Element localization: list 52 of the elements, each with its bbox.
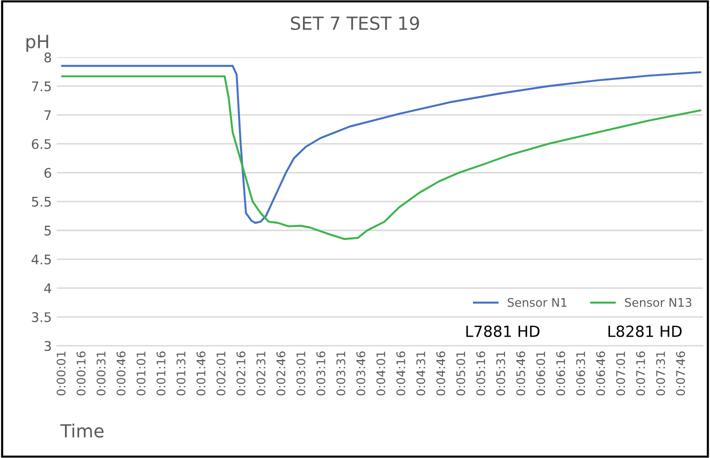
- x-tick-label: 0:04:01: [376, 352, 386, 396]
- x-tick-label: 0:02:46: [276, 351, 286, 396]
- x-tick-label: 0:01:31: [176, 352, 186, 396]
- x-tick-label: 0:07:01: [616, 352, 626, 396]
- y-tick-label: 3: [44, 341, 51, 351]
- x-axis-title: Time: [60, 424, 104, 438]
- x-tick-label: 0:04:31: [416, 352, 426, 396]
- x-tick-label: 0:02:31: [256, 352, 266, 396]
- x-tick-label: 0:04:46: [436, 351, 446, 396]
- line-series: [61, 64, 702, 224]
- x-tick-label: 0:01:16: [156, 351, 166, 396]
- y-tick-label: 5.5: [32, 196, 51, 207]
- y-tick-label: 3.5: [32, 312, 51, 322]
- y-tick-label: 5: [44, 226, 51, 236]
- x-tick-label: 0:04:16: [396, 351, 406, 396]
- x-tick-label: 0:05:46: [516, 351, 526, 396]
- annotation: L7881 HD: [466, 326, 540, 338]
- y-tick-label: 8: [44, 52, 52, 62]
- x-tick-label: 0:05:31: [496, 352, 506, 396]
- x-tick-label: 0:05:01: [456, 352, 466, 396]
- y-tick-label: 6.5: [32, 139, 51, 150]
- legend-label: Sensor N13: [624, 298, 692, 307]
- x-tick-label: 0:03:46: [356, 351, 366, 396]
- legend-label: Sensor N1: [508, 298, 566, 307]
- x-tick-label: 0:02:16: [236, 351, 246, 396]
- x-tick-label: 0:01:46: [196, 351, 206, 396]
- x-tick-label: 0:06:46: [596, 351, 606, 396]
- y-tick-label: 4.5: [32, 254, 51, 264]
- y-tick-label: 6: [44, 168, 52, 178]
- x-tick-label: 0:00:46: [116, 351, 126, 396]
- x-tick-label: 0:06:16: [556, 351, 566, 396]
- chart-title: SET 7 TEST 19: [290, 16, 419, 30]
- x-tick-label: 0:07:46: [676, 351, 686, 396]
- x-tick-label: 0:03:01: [296, 352, 306, 396]
- line-series: [61, 75, 702, 240]
- annotation: L8281 HD: [608, 326, 682, 338]
- x-tick-label: 0:00:16: [76, 351, 86, 396]
- y-tick-label: 4: [44, 283, 52, 294]
- x-tick-label: 0:01:01: [136, 352, 146, 396]
- x-tick-label: 0:03:16: [316, 351, 326, 396]
- x-tick-label: 0:06:01: [536, 352, 546, 396]
- x-tick-label: 0:07:16: [636, 351, 646, 396]
- x-tick-label: 0:06:31: [576, 352, 586, 396]
- y-axis-title: pH: [26, 34, 48, 52]
- x-tick-label: 0:00:31: [96, 352, 106, 396]
- x-tick-label: 0:03:31: [336, 352, 346, 396]
- x-tick-label: 0:02:01: [216, 352, 226, 396]
- x-tick-label: 0:07:31: [656, 352, 666, 396]
- y-tick-label: 7: [44, 110, 51, 120]
- x-tick-label: 0:05:16: [476, 351, 486, 396]
- y-tick-label: 7.5: [32, 81, 51, 92]
- x-tick-label: 0:00:01: [56, 352, 66, 396]
